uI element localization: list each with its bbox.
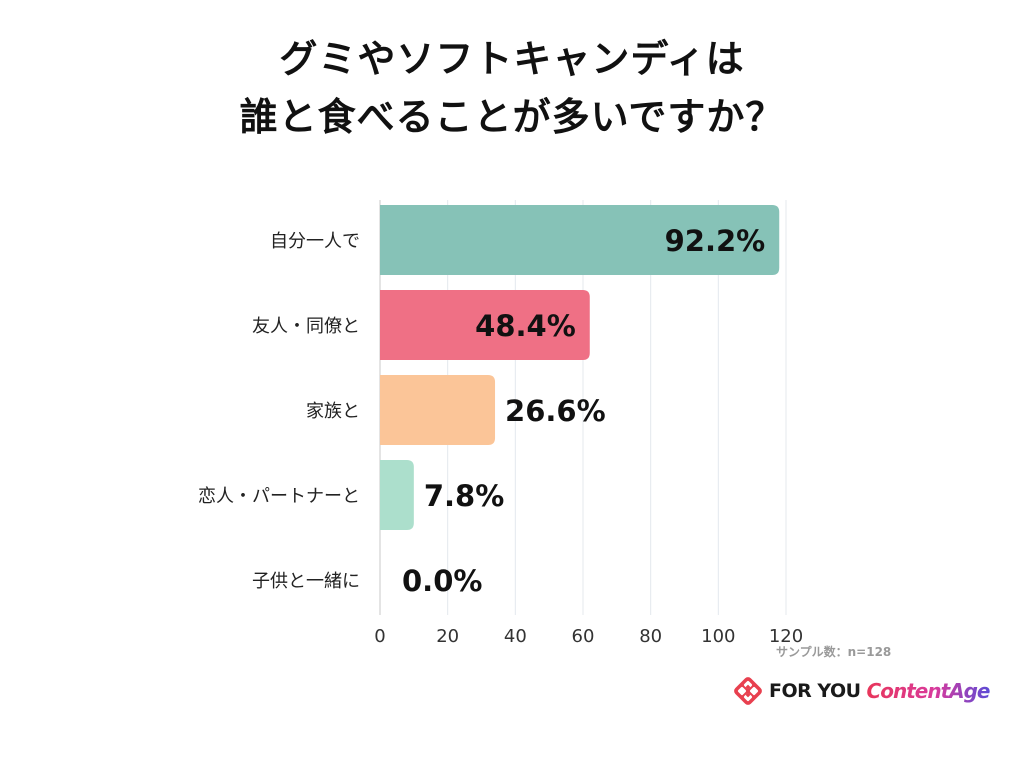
- sample-size-note: サンプル数：n=128: [776, 645, 892, 659]
- data-label: 7.8%: [424, 479, 504, 513]
- x-tick-label: 20: [436, 626, 459, 647]
- brand-contentage-text: ContentAge: [866, 679, 991, 703]
- data-label: 48.4%: [475, 309, 576, 343]
- category-label: 恋人・パートナーと: [198, 485, 360, 507]
- chart-title-line-1: グミやソフトキャンディは: [279, 37, 745, 81]
- bar: [380, 205, 780, 275]
- chart-title: グミやソフトキャンディは 誰と食べることが多いですか？: [0, 30, 1024, 146]
- category-label: 家族と: [306, 401, 360, 422]
- chart-title-line-2: 誰と食べることが多いですか？: [239, 95, 785, 139]
- bars: [380, 205, 780, 530]
- x-tick-label: 60: [572, 626, 595, 647]
- data-label: 92.2%: [665, 224, 766, 258]
- brand-logo: FOR YOU ContentAge: [733, 673, 990, 709]
- category-label: 友人・同僚と: [252, 316, 360, 337]
- bar: [380, 375, 496, 445]
- data-label: 26.6%: [505, 394, 606, 428]
- x-tick-label: 0: [374, 626, 385, 647]
- labels: 0 20 40 60 80 100 120 自分一人で 92.2% 友人・同僚と 48.4% 家族と 2…: [198, 224, 803, 647]
- bar: [380, 460, 414, 530]
- x-tick-label: 120: [769, 626, 803, 647]
- data-label: 0.0%: [402, 564, 482, 598]
- for-you-logo-icon: [734, 677, 762, 705]
- bar: [380, 290, 590, 360]
- brand-for-you-text: FOR YOU: [769, 680, 861, 702]
- x-tick-label: 100: [701, 626, 735, 647]
- x-tick-label: 80: [639, 626, 662, 647]
- category-label: 子供と一緒に: [252, 571, 360, 592]
- category-label: 自分一人で: [270, 231, 360, 252]
- x-tick-label: 40: [504, 626, 527, 647]
